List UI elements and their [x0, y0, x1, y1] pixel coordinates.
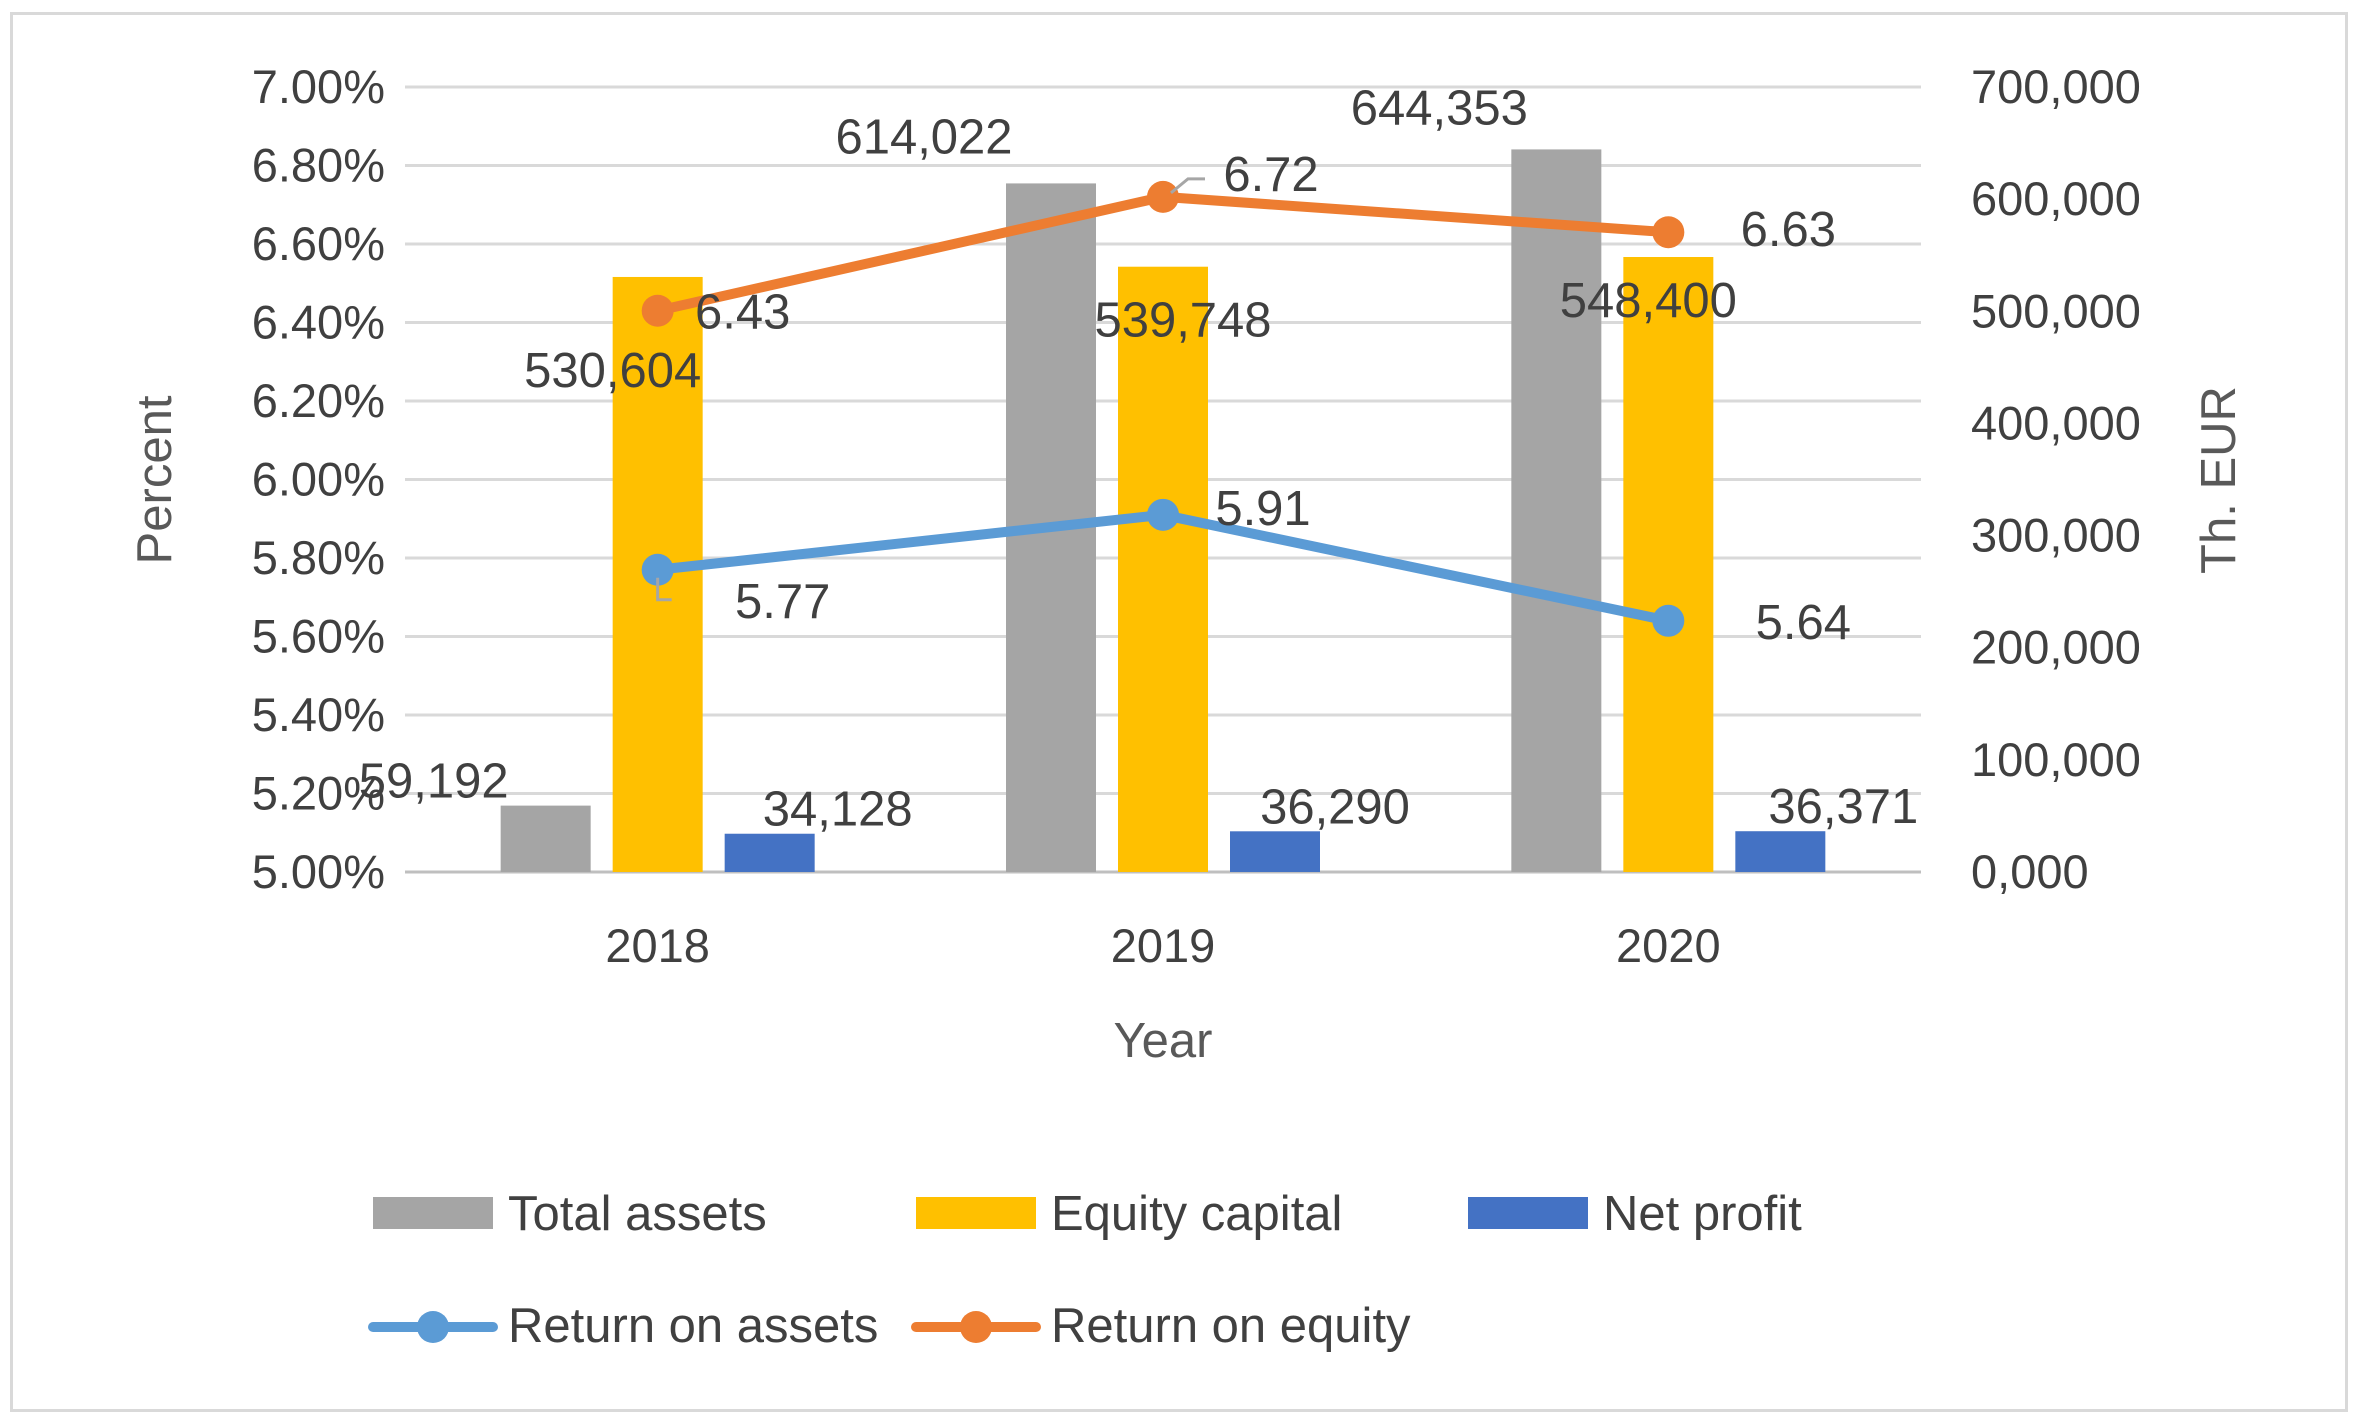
leader-line — [656, 577, 672, 602]
y-right-tick-label: 0,000 — [1971, 845, 2089, 898]
y-right-tick-label: 200,000 — [1971, 621, 2141, 674]
y-left-tick-label: 5.60% — [252, 610, 385, 663]
legend-label: Equity capital — [1051, 1187, 1342, 1241]
legend-label: Net profit — [1603, 1187, 1802, 1241]
line-data-label: 5.91 — [1215, 482, 1310, 536]
bar-2-2 — [1735, 831, 1826, 872]
leader-line — [1170, 177, 1205, 195]
y-left-tick-label: 5.40% — [252, 688, 385, 741]
bar-data-label: 644,353 — [1351, 81, 1528, 135]
legend-swatch — [916, 1197, 1036, 1229]
bar-data-label: 548,400 — [1560, 274, 1737, 328]
legend-marker — [960, 1311, 992, 1343]
line-marker-1-2 — [1652, 216, 1685, 249]
legend-label: Total assets — [508, 1187, 767, 1241]
bar-data-label: 539,748 — [1094, 294, 1271, 348]
y-left-tick-label: 5.80% — [252, 531, 385, 584]
bar-0-2 — [1511, 149, 1602, 873]
bar-2-0 — [724, 833, 815, 872]
y-left-tick-label: 6.00% — [252, 453, 385, 506]
y-right-tick-label: 100,000 — [1971, 733, 2141, 786]
line-series-group — [641, 180, 1685, 637]
y-right-tick-label: 600,000 — [1971, 172, 2141, 225]
line-marker-1-0 — [641, 294, 674, 327]
line-marker-0-2 — [1652, 604, 1685, 637]
line-marker-0-0 — [641, 553, 674, 586]
x-axis-title: Year — [1113, 1014, 1212, 1068]
legend-label: Return on equity — [1051, 1299, 1411, 1353]
bar-1-1 — [1118, 266, 1208, 872]
x-tick-label: 2018 — [605, 919, 710, 972]
combo-chart: 59,192 614,022 644,353 530,604 539,748 548,40… — [128, 60, 2246, 1353]
line-data-label: 5.64 — [1756, 596, 1851, 650]
line-marker-0-1 — [1147, 498, 1179, 531]
y-left-tick-label: 6.60% — [252, 217, 385, 270]
y-left-tick-label: 6.80% — [252, 139, 385, 192]
axes-group: 5.00% 5.20% 5.40% 5.60% 5.80% 6.00% 6.20% 6.40%… — [128, 60, 2246, 1068]
y-right-tick-label: 400,000 — [1971, 396, 2141, 449]
legend-marker — [417, 1311, 449, 1343]
y-right-tick-label: 300,000 — [1971, 509, 2141, 562]
legend: Total assets Equity capital Net profit Retu… — [368, 1187, 1802, 1353]
bar-1-2 — [1623, 257, 1714, 873]
legend-swatch — [1468, 1197, 1588, 1229]
x-tick-label: 2020 — [1616, 919, 1721, 972]
x-tick-label: 2019 — [1111, 919, 1216, 972]
legend-label: Return on assets — [508, 1299, 878, 1353]
bar-2-1 — [1230, 831, 1320, 872]
bar-data-label: 36,371 — [1768, 780, 1918, 834]
y-left-axis-title: Percent — [128, 395, 182, 564]
line-data-label: 6.72 — [1223, 148, 1318, 202]
bar-data-label: 59,192 — [359, 755, 509, 809]
data-labels-group: 59,192 614,022 644,353 530,604 539,748 548,40… — [359, 81, 1919, 836]
bar-data-label: 34,128 — [763, 783, 913, 837]
line-marker-1-1 — [1147, 180, 1179, 213]
bar-0-0 — [500, 805, 591, 872]
bar-data-label: 614,022 — [835, 110, 1012, 164]
bar-data-label: 530,604 — [524, 344, 701, 398]
chart-frame: 59,192 614,022 644,353 530,604 539,748 548,40… — [10, 12, 2348, 1412]
y-right-tick-label: 700,000 — [1971, 60, 2141, 113]
line-data-label: 6.43 — [695, 286, 790, 340]
y-left-tick-label: 6.40% — [252, 296, 385, 349]
y-right-tick-label: 500,000 — [1971, 284, 2141, 337]
y-right-axis-title: Th. EUR — [2192, 386, 2246, 574]
line-data-label: 5.77 — [735, 575, 830, 629]
line-data-label: 6.63 — [1741, 203, 1836, 257]
y-left-tick-label: 6.20% — [252, 374, 385, 427]
y-left-tick-label: 7.00% — [252, 60, 385, 113]
y-left-tick-label: 5.00% — [252, 845, 385, 898]
bar-data-label: 36,290 — [1260, 780, 1410, 834]
legend-swatch — [373, 1197, 493, 1229]
y-left-tick-label: 5.20% — [252, 767, 385, 820]
